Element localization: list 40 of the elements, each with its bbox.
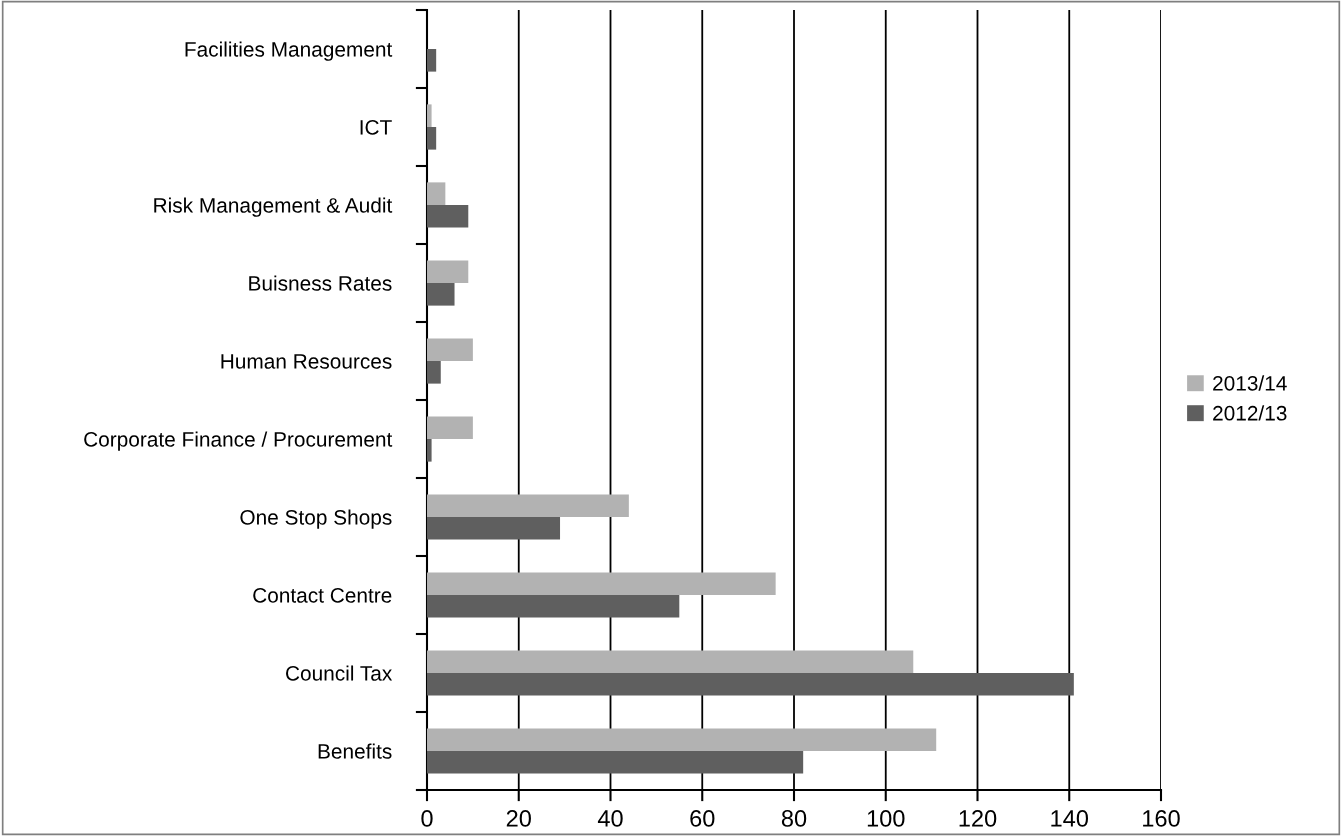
bar xyxy=(427,127,437,150)
bar xyxy=(427,751,804,774)
bar xyxy=(427,416,473,439)
x-tick-label: 80 xyxy=(781,810,807,827)
y-tick-label: Human Resources xyxy=(221,354,392,369)
y-tick-label: Buisness Rates xyxy=(249,275,392,291)
bar xyxy=(427,361,441,384)
y-tick-label: Corporate Finance / Procurement xyxy=(84,431,393,451)
bar xyxy=(427,182,446,205)
bar xyxy=(427,650,914,673)
legend-label: 2013/14 xyxy=(1213,375,1287,391)
x-tick-label: 40 xyxy=(597,810,623,827)
y-tick-label: ICT xyxy=(360,120,392,135)
x-tick-label: 20 xyxy=(506,810,531,827)
x-tick-label: 100 xyxy=(867,810,905,827)
bar xyxy=(427,260,469,283)
bar xyxy=(427,517,561,540)
bar xyxy=(427,439,432,462)
x-tick-label: 140 xyxy=(1051,810,1089,827)
bar xyxy=(427,728,937,751)
y-tick-label: Risk Management & Audit xyxy=(154,197,393,217)
y-tick-label: Contact Centre xyxy=(253,588,392,603)
x-tick-label: 160 xyxy=(1143,810,1180,827)
y-tick-label: Benefits xyxy=(318,743,392,759)
bar xyxy=(427,494,629,517)
x-tick-label: 120 xyxy=(959,810,997,827)
legend-label: 2012/13 xyxy=(1213,405,1287,421)
bar xyxy=(427,572,776,595)
x-tick-label: 0 xyxy=(421,810,433,827)
bar xyxy=(427,104,432,127)
bar xyxy=(427,205,469,228)
bar xyxy=(427,283,455,306)
y-tick-label: Facilities Management xyxy=(185,41,393,61)
bar xyxy=(427,338,473,361)
y-tick-label: One Stop Shops xyxy=(240,509,392,529)
x-tick-label: 60 xyxy=(690,810,715,827)
y-tick-label: Council Tax xyxy=(286,665,393,681)
bar xyxy=(427,673,1074,696)
bar xyxy=(427,49,437,72)
bar xyxy=(427,595,680,618)
